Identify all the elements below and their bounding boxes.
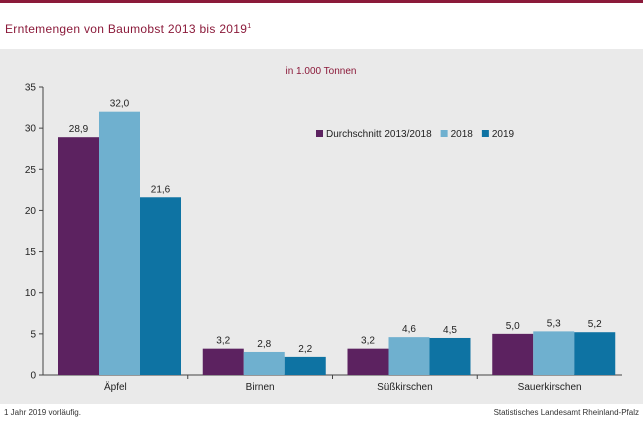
bar (388, 337, 430, 375)
y-tick-label: 5 (30, 329, 36, 340)
y-tick-label: 0 (30, 371, 36, 382)
y-tick-label: 15 (25, 247, 37, 258)
bar (347, 348, 389, 375)
bar-chart: in 1.000 Tonnen 0 5 10 15 20 25 30 35 Äpfel 28,9 32… (25, 66, 622, 393)
y-tick-label: 25 (25, 165, 37, 176)
bar (492, 333, 534, 375)
x-category-label: Birnen (246, 382, 275, 393)
bar-value-label: 5,0 (506, 321, 520, 332)
bar (533, 331, 575, 375)
bar-value-label: 4,5 (443, 325, 457, 336)
top-accent-rule (0, 0, 643, 3)
bar (243, 351, 285, 375)
footnote: 1 Jahr 2019 vorläufig. (4, 408, 81, 417)
bar (429, 337, 471, 375)
y-tick-label: 20 (25, 206, 37, 217)
bar-value-label: 3,2 (216, 336, 230, 347)
x-category-label: Äpfel (104, 381, 127, 393)
bar-value-label: 21,6 (151, 184, 171, 195)
bar-value-label: 4,6 (402, 324, 416, 335)
x-category-label: Süßkirschen (377, 382, 433, 393)
bar-value-label: 2,8 (257, 339, 271, 350)
bar (574, 332, 616, 375)
header: Erntemengen von Baumobst 2013 bis 20191 (0, 3, 643, 49)
bar-value-label: 5,3 (547, 318, 561, 329)
legend-swatch (481, 130, 489, 137)
y-tick-label: 30 (25, 124, 37, 135)
legend-label: Durchschnitt 2013/2018 (326, 129, 432, 140)
legend-label: 2018 (451, 129, 474, 140)
bar-value-label: 5,2 (588, 319, 602, 330)
bar-value-label: 32,0 (110, 99, 130, 110)
y-tick-label: 10 (25, 288, 37, 299)
bar (99, 111, 140, 375)
source-credit: Statistisches Landesamt Rheinland-Pfalz (493, 408, 639, 417)
page-title: Erntemengen von Baumobst 2013 bis 20191 (5, 22, 251, 36)
legend-swatch (316, 130, 323, 137)
bar-value-label: 2,2 (298, 344, 312, 355)
bar (140, 197, 181, 375)
bar (202, 348, 244, 375)
bar-value-label: 3,2 (361, 336, 375, 347)
chart-subtitle: in 1.000 Tonnen (286, 66, 357, 77)
y-tick-label: 35 (25, 83, 37, 94)
title-text: Erntemengen von Baumobst 2013 bis 2019 (5, 22, 248, 36)
x-category-label: Sauerkirschen (518, 382, 582, 393)
bar (284, 356, 326, 375)
legend-label: 2019 (492, 129, 515, 140)
bar-value-label: 28,9 (69, 124, 89, 135)
legend-swatch (440, 130, 448, 137)
bar (58, 137, 99, 375)
title-footnote-mark: 1 (247, 23, 252, 30)
